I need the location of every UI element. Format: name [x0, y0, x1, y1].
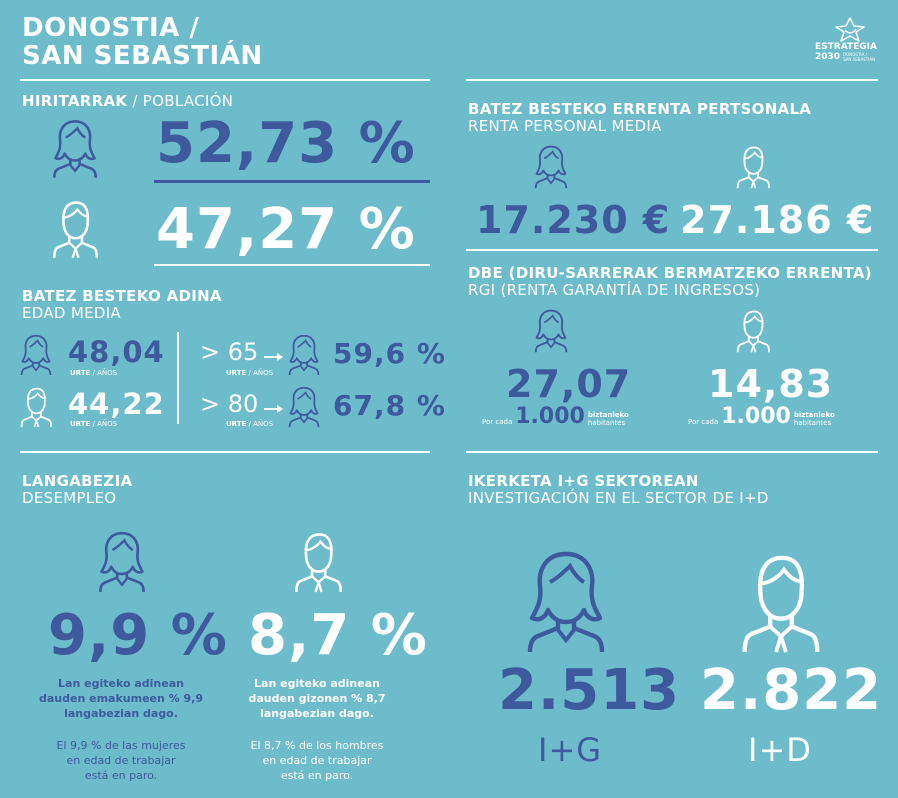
age-over80-value: 67,8 % [333, 389, 446, 422]
income-women-value: 17.230 € [476, 198, 671, 242]
unemployment-women-value: 9,9 % [48, 603, 228, 668]
age-over65-label: > 65 [200, 338, 259, 366]
research-heading: IKERKETA I+G SEKTOREAN INVESTIGACIÓN EN … [468, 473, 769, 507]
man-icon [52, 198, 98, 260]
rgi-men-per: Por cada 1.000 biztanleko habitantes [688, 404, 835, 429]
age-men-unit: URTE / AÑOS [70, 420, 118, 428]
population-divider [154, 180, 430, 183]
age-label-eu: BATEZ BESTEKO ADINA [22, 287, 222, 305]
age-label-es: EDAD MEDIA [22, 304, 121, 322]
woman-icon [534, 308, 568, 354]
population-label-es: / POBLACIÓN [127, 92, 234, 110]
unemployment-men-value: 8,7 % [248, 603, 428, 668]
logo-name: ESTRATEGIA [815, 42, 877, 52]
age-heading: BATEZ BESTEKO ADINA EDAD MEDIA [22, 288, 222, 322]
population-label-eu: HIRITARRAK [22, 92, 128, 110]
arrow-right-icon [264, 399, 284, 418]
man-icon [736, 144, 770, 190]
research-label-eu: IKERKETA I+G SEKTOREAN [468, 472, 699, 490]
man-icon [294, 530, 342, 594]
age-over65-unit: URTE / AÑOS [226, 369, 274, 377]
star-logo-icon [835, 17, 865, 42]
strategy-logo: ESTRATEGIA 2030 DONOSTIA / SAN SEBASTIÁN [815, 16, 883, 62]
woman-icon [20, 334, 52, 376]
age-over80-label: > 80 [200, 390, 259, 418]
population-heading: HIRITARRAK / POBLACIÓN [22, 93, 233, 110]
age-over65-value: 59,6 % [333, 337, 446, 370]
research-men-value: 2.822 [700, 658, 883, 723]
age-women-value: 48,04 [68, 335, 165, 369]
rgi-label-eu: DBE (DIRU-SARRERAK BERMATZEKO ERRENTA) [468, 264, 872, 282]
city-title: DONOSTIA / SAN SEBASTIÁN [22, 14, 263, 70]
city-title-line1: DONOSTIA / [22, 13, 200, 43]
unemployment-men-text-es: El 8,7 % de los hombres en edad de traba… [250, 739, 384, 782]
age-men-value: 44,22 [68, 387, 165, 421]
unemployment-heading: LANGABEZIA DESEMPLEO [22, 473, 132, 507]
research-men-label: I+D [748, 731, 812, 769]
rgi-men-value: 14,83 [708, 362, 834, 406]
income-men-value: 27.186 € [680, 198, 875, 242]
research-women-value: 2.513 [498, 658, 681, 723]
logo-sub2: SAN SEBASTIÁN [843, 57, 876, 62]
age-women-unit: URTE / AÑOS [70, 369, 118, 377]
woman-icon [534, 144, 568, 190]
income-heading: BATEZ BESTEKO ERRENTA PERTSONALA RENTA P… [468, 101, 811, 135]
logo-sub1: DONOSTIA / [843, 52, 867, 57]
city-title-line2: SAN SEBASTIÁN [22, 41, 263, 71]
woman-icon [98, 530, 146, 594]
age-divider [177, 332, 179, 424]
research-label-es: INVESTIGACIÓN EN EL SECTOR DE I+D [468, 489, 769, 507]
unemployment-men-text-eu: Lan egiteko adinean dauden gizonen % 8,7… [248, 677, 386, 720]
unemployment-women-text-es: El 9,9 % de las mujeres en edad de traba… [56, 739, 186, 782]
woman-icon [52, 118, 98, 180]
rgi-label-es: RGI (RENTA GARANTÍA DE INGRESOS) [468, 281, 761, 299]
divider [154, 264, 430, 266]
divider [20, 451, 430, 453]
man-icon [736, 308, 770, 354]
man-icon [20, 386, 52, 428]
divider [466, 79, 878, 81]
woman-icon [526, 550, 606, 654]
age-over80-unit: URTE / AÑOS [226, 420, 274, 428]
logo-year: 2030 [815, 52, 841, 62]
unemployment-label-eu: LANGABEZIA [22, 472, 133, 490]
rgi-heading: DBE (DIRU-SARRERAK BERMATZEKO ERRENTA) R… [468, 265, 872, 299]
man-icon [740, 552, 820, 654]
rgi-women-value: 27,07 [506, 362, 632, 406]
divider [20, 79, 430, 81]
population-women-value: 52,73 % [156, 111, 416, 176]
divider [466, 451, 878, 453]
unemployment-women-text-eu: Lan egiteko adinean dauden emakumeen % 9… [39, 677, 203, 720]
population-men-value: 47,27 % [156, 197, 416, 262]
income-label-eu: BATEZ BESTEKO ERRENTA PERTSONALA [468, 100, 812, 118]
arrow-right-icon [264, 347, 284, 366]
income-label-es: RENTA PERSONAL MEDIA [468, 117, 662, 135]
woman-icon [288, 386, 320, 428]
woman-icon [288, 334, 320, 376]
unemployment-label-es: DESEMPLEO [22, 489, 117, 507]
divider [466, 249, 878, 251]
rgi-women-per: Por cada 1.000 biztanleko habitantes [482, 404, 629, 429]
research-women-label: I+G [538, 731, 603, 769]
